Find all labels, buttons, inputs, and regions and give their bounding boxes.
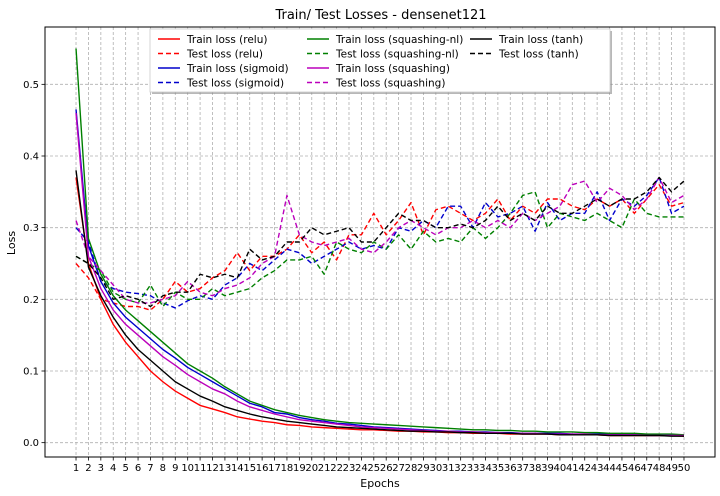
y-tick-label: 0.2 xyxy=(23,295,39,306)
x-tick-label: 2 xyxy=(85,463,91,474)
legend-label: Train loss (squashing-nl) xyxy=(335,34,463,46)
x-tick-label: 21 xyxy=(318,463,331,474)
x-tick-label: 23 xyxy=(343,463,356,474)
x-tick-label: 42 xyxy=(578,463,591,474)
x-tick-label: 36 xyxy=(504,463,517,474)
x-tick-label: 41 xyxy=(566,463,579,474)
x-tick-label: 45 xyxy=(616,463,629,474)
series-line-9 xyxy=(75,176,685,308)
series-line-4 xyxy=(75,48,685,436)
y-tick-label: 0.4 xyxy=(23,152,39,163)
x-tick-label: 13 xyxy=(219,463,232,474)
x-tick-label: 3 xyxy=(98,463,104,474)
x-tick-label: 30 xyxy=(429,463,442,474)
series-line-5 xyxy=(75,191,684,308)
x-axis-label: Epochs xyxy=(360,477,400,490)
y-tick-label: 0.5 xyxy=(23,80,39,91)
series-line-3 xyxy=(75,176,685,309)
x-tick-label: 19 xyxy=(293,463,306,474)
x-tick-label: 14 xyxy=(231,463,244,474)
x-tick-label: 24 xyxy=(355,463,368,474)
x-tick-label: 8 xyxy=(160,463,166,474)
y-tick-label: 0.0 xyxy=(23,438,39,449)
x-tick-label: 40 xyxy=(554,463,567,474)
x-tick-label: 17 xyxy=(268,463,281,474)
x-tick-label: 44 xyxy=(603,463,616,474)
x-tick-label: 32 xyxy=(454,463,467,474)
x-axis-ticks: 1 2 3 4 5 6 7 8 9 10 11 12 13 14 15 16 17 18 19 20 21 22 23 24 2… xyxy=(73,457,691,474)
y-tick-label: 0.1 xyxy=(23,367,39,378)
legend-box xyxy=(149,28,611,93)
x-tick-label: 7 xyxy=(147,463,153,474)
x-tick-label: 16 xyxy=(256,463,269,474)
x-tick-label: 34 xyxy=(479,463,492,474)
series-line-6 xyxy=(75,112,684,437)
legend-label: Train loss (relu) xyxy=(186,34,267,46)
x-tick-label: 25 xyxy=(367,463,380,474)
x-tick-label: 18 xyxy=(281,463,294,474)
chart-title: Train/ Test Losses - densenet121 xyxy=(274,8,486,23)
legend-label: Train loss (squashing) xyxy=(335,63,450,75)
legend: Train loss (relu) Test loss (relu) Train l… xyxy=(149,28,612,94)
x-tick-label: 31 xyxy=(442,463,455,474)
legend-label: Train loss (sigmoid) xyxy=(186,63,289,75)
legend-label: Test loss (tanh) xyxy=(498,49,579,61)
plot-frame xyxy=(44,26,716,458)
x-tick-label: 9 xyxy=(172,463,178,474)
series-line-1 xyxy=(75,183,685,311)
y-axis-ticks: 0.0 0.1 0.2 0.3 0.4 0.5 xyxy=(23,80,45,449)
x-tick-label: 38 xyxy=(529,463,542,474)
x-tick-label: 43 xyxy=(591,463,604,474)
x-tick-label: 5 xyxy=(122,463,128,474)
x-tick-label: 20 xyxy=(305,463,318,474)
x-tick-label: 29 xyxy=(417,463,430,474)
x-tick-label: 15 xyxy=(243,463,256,474)
series-line-7 xyxy=(75,176,685,304)
legend-label: Test loss (squashing) xyxy=(335,78,445,90)
x-tick-label: 33 xyxy=(467,463,480,474)
x-tick-label: 46 xyxy=(628,463,641,474)
legend-label: Test loss (squashing-nl) xyxy=(335,49,459,61)
x-tick-label: 22 xyxy=(330,463,343,474)
x-tick-label: 39 xyxy=(541,463,554,474)
legend-label: Test loss (sigmoid) xyxy=(186,78,284,90)
x-tick-label: 28 xyxy=(405,463,418,474)
x-tick-label: 6 xyxy=(135,463,141,474)
x-tick-label: 26 xyxy=(380,463,393,474)
x-tick-label: 49 xyxy=(665,463,678,474)
x-tick-label: 11 xyxy=(194,463,207,474)
series-lines xyxy=(75,48,685,437)
y-tick-label: 0.3 xyxy=(23,223,39,234)
x-tick-label: 27 xyxy=(392,463,405,474)
x-tick-label: 35 xyxy=(492,463,505,474)
x-tick-label: 48 xyxy=(653,463,666,474)
x-tick-label: 50 xyxy=(678,463,691,474)
x-tick-label: 1 xyxy=(73,463,79,474)
y-axis-label: Loss xyxy=(5,231,18,255)
x-tick-label: 12 xyxy=(206,463,219,474)
legend-label: Train loss (tanh) xyxy=(498,34,583,46)
x-tick-label: 37 xyxy=(516,463,529,474)
series-line-8 xyxy=(75,170,684,437)
x-tick-label: 47 xyxy=(640,463,653,474)
x-tick-label: 10 xyxy=(181,463,194,474)
legend-label: Test loss (relu) xyxy=(186,49,263,61)
x-tick-label: 4 xyxy=(110,463,116,474)
